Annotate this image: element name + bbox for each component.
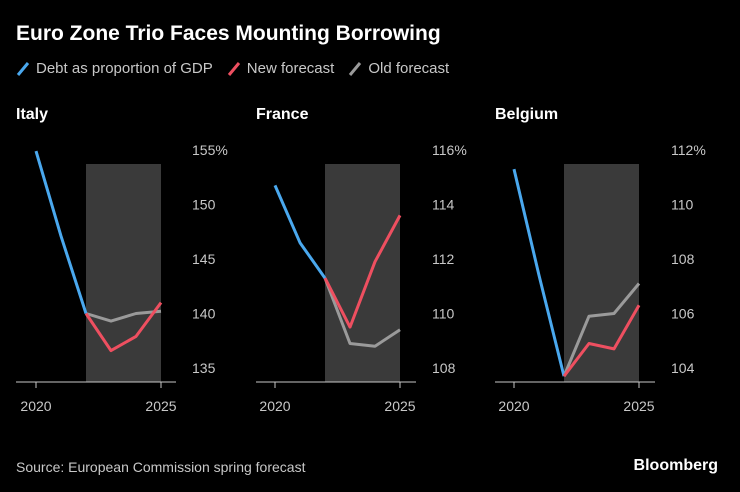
y-tick-label-italy-155: 155% <box>192 142 228 158</box>
series-line-new-belgium <box>562 304 641 378</box>
legend: Debt as proportion of GDP New forecast O… <box>16 60 449 77</box>
legend-item-old: Old forecast <box>348 60 449 77</box>
panel-title-france: France <box>256 106 309 123</box>
y-tick-label-belgium-112: 112% <box>671 142 706 158</box>
series-line-new-italy <box>84 301 163 353</box>
series-line-debt-belgium <box>512 168 566 377</box>
series-line-debt-france <box>273 184 327 279</box>
bloomberg-logo: Bloomberg <box>633 457 718 474</box>
x-tick-label-italy-2025: 2025 <box>145 398 176 414</box>
forecast-shade-france <box>325 164 400 382</box>
panel-title-belgium: Belgium <box>495 106 559 123</box>
y-tick-label-belgium-106: 106 <box>671 306 695 322</box>
legend-label-new: New forecast <box>246 60 335 77</box>
legend-label-old: Old forecast <box>368 60 450 77</box>
y-tick-label-france-112: 112 <box>432 251 455 267</box>
panel-title-italy: Italy <box>16 106 49 123</box>
series-line-old-belgium <box>562 282 641 377</box>
x-tick-label-belgium-2020: 2020 <box>498 398 529 414</box>
gray-line-icon <box>348 61 362 76</box>
blue-line-icon <box>16 61 30 76</box>
legend-item-new: New forecast <box>227 60 335 77</box>
source-note: Source: European Commission spring forec… <box>16 459 306 475</box>
y-tick-label-france-110: 110 <box>432 306 455 322</box>
x-tick-label-italy-2020: 2020 <box>20 398 51 414</box>
legend-item-debt: Debt as proportion of GDP <box>16 60 213 77</box>
forecast-shade-italy <box>86 164 161 382</box>
series-line-debt-italy <box>34 150 88 314</box>
x-tick-label-france-2025: 2025 <box>384 398 415 414</box>
y-tick-label-france-114: 114 <box>432 197 455 213</box>
y-tick-label-belgium-110: 110 <box>671 197 694 213</box>
chart-title: Euro Zone Trio Faces Mounting Borrowing <box>16 22 441 45</box>
y-tick-label-france-108: 108 <box>432 360 456 376</box>
y-tick-label-belgium-108: 108 <box>671 251 695 267</box>
series-line-old-france <box>323 277 401 348</box>
y-tick-label-italy-145: 145 <box>192 251 216 267</box>
series-line-new-france <box>323 214 402 329</box>
series-line-old-italy <box>85 309 162 323</box>
legend-label-debt: Debt as proportion of GDP <box>36 60 213 77</box>
x-tick-label-belgium-2025: 2025 <box>623 398 654 414</box>
x-tick-label-france-2020: 2020 <box>259 398 290 414</box>
y-tick-label-italy-135: 135 <box>192 360 216 376</box>
y-tick-label-italy-150: 150 <box>192 197 216 213</box>
y-tick-label-italy-140: 140 <box>192 306 216 322</box>
y-tick-label-france-116: 116% <box>432 142 467 158</box>
y-tick-label-belgium-104: 104 <box>671 360 695 376</box>
red-line-icon <box>227 61 241 76</box>
